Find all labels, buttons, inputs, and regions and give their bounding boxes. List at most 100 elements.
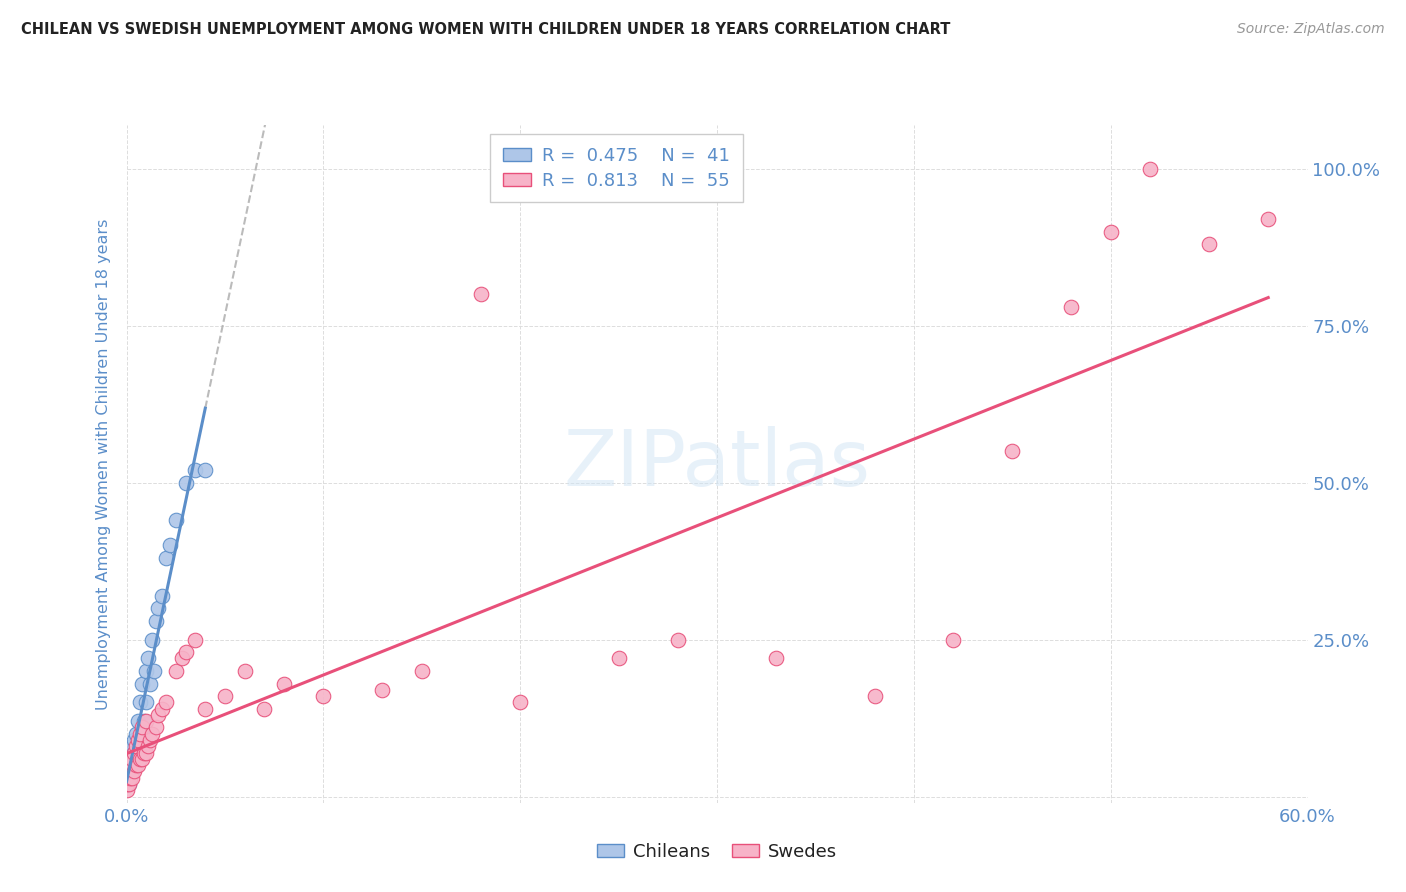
Point [125, 758, 148, 772]
Point [174, 645, 197, 659]
Point [150, 701, 173, 715]
Point [170, 651, 193, 665]
Point [120, 746, 142, 760]
Point [125, 739, 148, 754]
Point [115, 758, 138, 772]
Point [129, 752, 152, 766]
Point [131, 721, 153, 735]
Point [143, 664, 166, 678]
Point [125, 727, 148, 741]
Point [165, 664, 187, 678]
Point [194, 463, 217, 477]
Point [607, 651, 630, 665]
Point [165, 513, 187, 527]
Point [121, 771, 143, 785]
Point [124, 733, 146, 747]
Point [115, 783, 138, 797]
Text: ZIPatlas: ZIPatlas [564, 425, 870, 502]
Point [131, 727, 153, 741]
Point [145, 721, 167, 735]
Point [121, 752, 143, 766]
Point [115, 771, 138, 785]
Point [509, 695, 531, 709]
Point [371, 682, 394, 697]
Point [135, 714, 157, 729]
Point [146, 601, 169, 615]
Point [127, 714, 149, 729]
Point [117, 777, 139, 791]
Point [129, 727, 152, 741]
Point [121, 739, 143, 754]
Point [159, 538, 181, 552]
Point [273, 676, 295, 690]
Point [141, 727, 163, 741]
Point [253, 701, 276, 715]
Point [136, 739, 159, 754]
Point [131, 676, 153, 690]
Point [150, 589, 173, 603]
Point [1139, 161, 1161, 176]
Point [134, 746, 156, 760]
Point [312, 689, 335, 703]
Point [134, 714, 156, 729]
Point [120, 758, 142, 772]
Point [139, 676, 162, 690]
Point [174, 475, 197, 490]
Point [120, 771, 142, 785]
Point [214, 689, 236, 703]
Text: CHILEAN VS SWEDISH UNEMPLOYMENT AMONG WOMEN WITH CHILDREN UNDER 18 YEARS CORRELA: CHILEAN VS SWEDISH UNEMPLOYMENT AMONG WO… [21, 22, 950, 37]
Point [135, 746, 157, 760]
Point [117, 752, 139, 766]
Point [124, 758, 146, 772]
Point [1001, 444, 1024, 458]
Text: Source: ZipAtlas.com: Source: ZipAtlas.com [1237, 22, 1385, 37]
Point [1060, 300, 1083, 314]
Point [155, 551, 177, 566]
Point [124, 764, 146, 779]
Legend: Chileans, Swedes: Chileans, Swedes [589, 836, 845, 868]
Point [121, 764, 143, 779]
Point [115, 771, 138, 785]
Point [139, 733, 162, 747]
Point [131, 752, 153, 766]
Point [863, 689, 886, 703]
Point [124, 746, 146, 760]
Point [194, 701, 217, 715]
Point [184, 632, 207, 647]
Point [666, 632, 689, 647]
Point [124, 746, 146, 760]
Point [129, 739, 152, 754]
Point [125, 752, 148, 766]
Point [127, 746, 149, 760]
Point [136, 651, 159, 665]
Point [115, 777, 138, 791]
Point [1099, 225, 1122, 239]
Point [121, 752, 143, 766]
Point [470, 287, 492, 301]
Point [115, 764, 138, 779]
Point [146, 707, 169, 722]
Point [115, 777, 138, 791]
Point [120, 758, 142, 772]
Point [942, 632, 965, 647]
Point [135, 695, 157, 709]
Point [117, 771, 139, 785]
Point [233, 664, 256, 678]
Point [145, 614, 167, 628]
Point [117, 777, 139, 791]
Point [184, 463, 207, 477]
Point [765, 651, 787, 665]
Point [127, 733, 149, 747]
Point [127, 758, 149, 772]
Point [120, 771, 142, 785]
Y-axis label: Unemployment Among Women with Children Under 18 years: Unemployment Among Women with Children U… [96, 219, 111, 709]
Point [117, 764, 139, 779]
Point [1198, 237, 1220, 252]
Point [155, 695, 177, 709]
Point [129, 695, 152, 709]
Point [141, 632, 163, 647]
Point [1257, 212, 1279, 227]
Point [117, 764, 139, 779]
Point [135, 664, 157, 678]
Point [115, 764, 138, 779]
